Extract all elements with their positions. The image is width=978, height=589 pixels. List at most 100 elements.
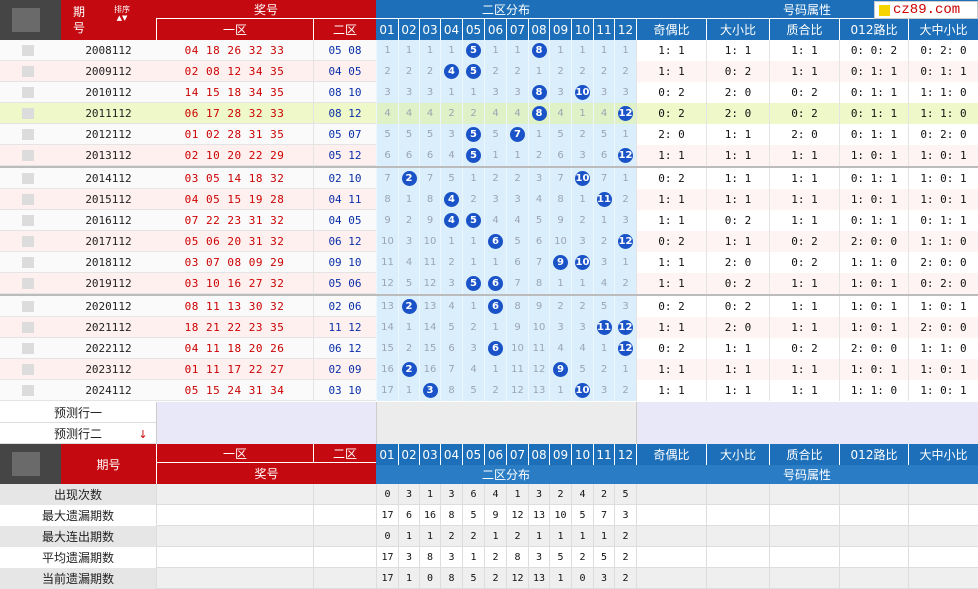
row-attr-1: 2: 0 <box>706 317 769 338</box>
dist-col-header-06[interactable]: 06 <box>484 19 506 40</box>
dist-col-header-01[interactable]: 01 <box>376 444 398 465</box>
dist-col-header-01[interactable]: 01 <box>376 19 398 40</box>
row-issue[interactable]: 2015112 <box>85 193 132 206</box>
row-issue[interactable]: 2017112 <box>85 235 132 248</box>
table-row[interactable]: 2024112 05 15 24 31 34 03 10 17 1 3 8 5 2 12 13 1 10… <box>0 380 978 401</box>
predict-attr-cell[interactable] <box>636 423 978 444</box>
row-issue[interactable]: 2008112 <box>85 44 132 57</box>
attr-col-header-4[interactable]: 大中小比 <box>908 444 978 465</box>
dist-cell: 2 <box>398 61 419 82</box>
row-issue[interactable]: 2023112 <box>85 363 132 376</box>
attr-col-header-0[interactable]: 奇偶比 <box>636 444 706 465</box>
footer-zone2-header: 二区 <box>313 444 376 463</box>
row-issue[interactable]: 2016112 <box>85 214 132 227</box>
sort-button[interactable]: 排序 <box>114 4 130 14</box>
predict-zone-cell[interactable] <box>156 423 376 444</box>
miss-count: 3 <box>535 173 543 184</box>
attr-col-header-0[interactable]: 奇偶比 <box>636 19 706 40</box>
dist-col-header-09[interactable]: 09 <box>549 444 571 465</box>
dist-col-header-10[interactable]: 10 <box>571 444 593 465</box>
row-attr-1: 0: 2 <box>706 296 769 317</box>
dist-col-header-05[interactable]: 05 <box>462 19 484 40</box>
ball-02: 2 <box>401 362 417 377</box>
attr-col-header-1[interactable]: 大小比 <box>706 444 769 465</box>
dist-col-header-07[interactable]: 07 <box>506 444 528 465</box>
table-row[interactable]: 2009112 02 08 12 34 35 04 05 2 2 2 4 5 2 2 1 2 2 2 2 1:… <box>0 61 978 82</box>
dist-col-header-11[interactable]: 11 <box>593 19 614 40</box>
miss-count: 3 <box>557 322 564 333</box>
row-attr-1: 1: 1 <box>706 40 769 61</box>
miss-count: 4 <box>600 108 608 119</box>
predict-dist-cell[interactable] <box>376 423 636 444</box>
sort-arrow-icon[interactable]: ▲▼ <box>116 14 128 22</box>
dist-col-header-07[interactable]: 07 <box>506 19 528 40</box>
dist-cell: 8 <box>528 103 549 124</box>
table-row[interactable]: 2019112 03 10 16 27 32 05 06 12 5 12 3 5 6 7 8 1 1 4 2… <box>0 273 978 294</box>
dist-cell: 6 <box>376 145 398 166</box>
issue-header[interactable]: 期号 排序 ▲▼ <box>61 0 156 40</box>
attr-col-header-2[interactable]: 质合比 <box>769 444 839 465</box>
dist-col-header-05[interactable]: 05 <box>462 444 484 465</box>
row-issue[interactable]: 2024112 <box>85 384 132 397</box>
dist-col-header-04[interactable]: 04 <box>440 19 462 40</box>
dist-col-header-10[interactable]: 10 <box>571 19 593 40</box>
row-issue[interactable]: 2022112 <box>85 342 132 355</box>
dist-col-header-08[interactable]: 08 <box>528 19 549 40</box>
row-attr-4: 0: 2: 0 <box>908 273 978 294</box>
row-issue[interactable]: 2014112 <box>85 172 132 185</box>
table-row[interactable]: 2008112 04 18 26 32 33 05 08 1 1 1 1 5 1 1 8 1 1 1 1 1:… <box>0 40 978 61</box>
row-issue[interactable]: 2013112 <box>85 149 132 162</box>
row-issue[interactable]: 2021112 <box>85 321 132 334</box>
dist-col-header-12[interactable]: 12 <box>614 19 636 40</box>
miss-count: 6 <box>426 150 434 161</box>
attr-col-header-1[interactable]: 大小比 <box>706 19 769 40</box>
dist-col-header-04[interactable]: 04 <box>440 444 462 465</box>
site-logo[interactable]: cz89.com <box>874 1 978 19</box>
table-row[interactable]: 2012112 01 02 28 31 35 05 07 5 5 5 3 5 5 7 1 5 2 5 1 2:… <box>0 124 978 145</box>
predict-row[interactable]: 预测行一 <box>0 402 978 423</box>
dist-cell: 16 <box>419 359 440 380</box>
table-row[interactable]: 2022112 04 11 18 20 26 06 12 15 2 15 6 3 6 10 11 4 4… <box>0 338 978 359</box>
table-row[interactable]: 2020112 08 11 13 30 32 02 06 13 2 13 4 1 6 8 9 2 2 5 3… <box>0 296 978 317</box>
table-row[interactable]: 2013112 02 10 20 22 29 05 12 6 6 6 4 5 1 1 2 6 3 6 12 1… <box>0 145 978 166</box>
table-row[interactable]: 2014112 03 05 14 18 32 02 10 7 2 7 5 1 2 2 3 7 10 7 1 0… <box>0 168 978 189</box>
row-issue[interactable]: 2012112 <box>85 128 132 141</box>
dist-col-header-11[interactable]: 11 <box>593 444 614 465</box>
attr-col-header-4[interactable]: 大中小比 <box>908 19 978 40</box>
dist-col-header-09[interactable]: 09 <box>549 19 571 40</box>
dist-col-header-02[interactable]: 02 <box>398 19 419 40</box>
table-row[interactable]: 2023112 01 11 17 22 27 02 09 16 2 16 7 4 1 11 12 9 5… <box>0 359 978 380</box>
predict-zone-cell[interactable] <box>156 402 376 423</box>
row-issue[interactable]: 2010112 <box>85 86 132 99</box>
predict-dist-cell[interactable] <box>376 402 636 423</box>
dist-col-header-12[interactable]: 12 <box>614 444 636 465</box>
dist-cell: 5 <box>528 210 549 231</box>
predict-row[interactable]: 预测行二 ↓ <box>0 423 978 444</box>
table-row[interactable]: 2010112 14 15 18 34 35 08 10 3 3 3 1 1 3 3 8 3 10 3 3 0… <box>0 82 978 103</box>
row-issue[interactable]: 2020112 <box>85 300 132 313</box>
table-row[interactable]: 2016112 07 22 23 31 32 04 05 9 2 9 4 5 4 4 5 9 2 1 3 1:… <box>0 210 978 231</box>
dist-col-header-03[interactable]: 03 <box>419 19 440 40</box>
down-arrow-icon[interactable]: ↓ <box>138 427 148 441</box>
table-row[interactable]: 2015112 04 05 15 19 28 04 11 8 1 8 4 2 3 3 4 8 1 11 2 1… <box>0 189 978 210</box>
row-issue[interactable]: 2018112 <box>85 256 132 269</box>
table-row[interactable]: 2011112 06 17 28 32 33 08 12 4 4 4 2 2 4 4 8 4 1 4 12 0… <box>0 103 978 124</box>
dist-col-header-08[interactable]: 08 <box>528 444 549 465</box>
dist-cell: 8 <box>528 273 549 294</box>
predict-attr-cell[interactable] <box>636 402 978 423</box>
attr-col-header-3[interactable]: 012路比 <box>839 19 908 40</box>
miss-count: 13 <box>423 301 437 312</box>
table-row[interactable]: 2018112 03 07 08 09 29 09 10 11 4 11 2 1 1 6 7 9 10 3… <box>0 252 978 273</box>
row-issue[interactable]: 2009112 <box>85 65 132 78</box>
dist-col-header-02[interactable]: 02 <box>398 444 419 465</box>
attr-col-header-2[interactable]: 质合比 <box>769 19 839 40</box>
attr-col-header-3[interactable]: 012路比 <box>839 444 908 465</box>
table-row[interactable]: 2017112 05 06 20 31 32 06 12 10 3 10 1 1 6 5 6 10 3 2… <box>0 231 978 252</box>
dist-col-header-03[interactable]: 03 <box>419 444 440 465</box>
row-issue[interactable]: 2011112 <box>85 107 132 120</box>
miss-count: 2 <box>622 194 629 205</box>
dist-cell: 17 <box>376 380 398 401</box>
row-issue[interactable]: 2019112 <box>85 277 132 290</box>
dist-col-header-06[interactable]: 06 <box>484 444 506 465</box>
table-row[interactable]: 2021112 18 21 22 23 35 11 12 14 1 14 5 2 1 9 10 3 3 1… <box>0 317 978 338</box>
